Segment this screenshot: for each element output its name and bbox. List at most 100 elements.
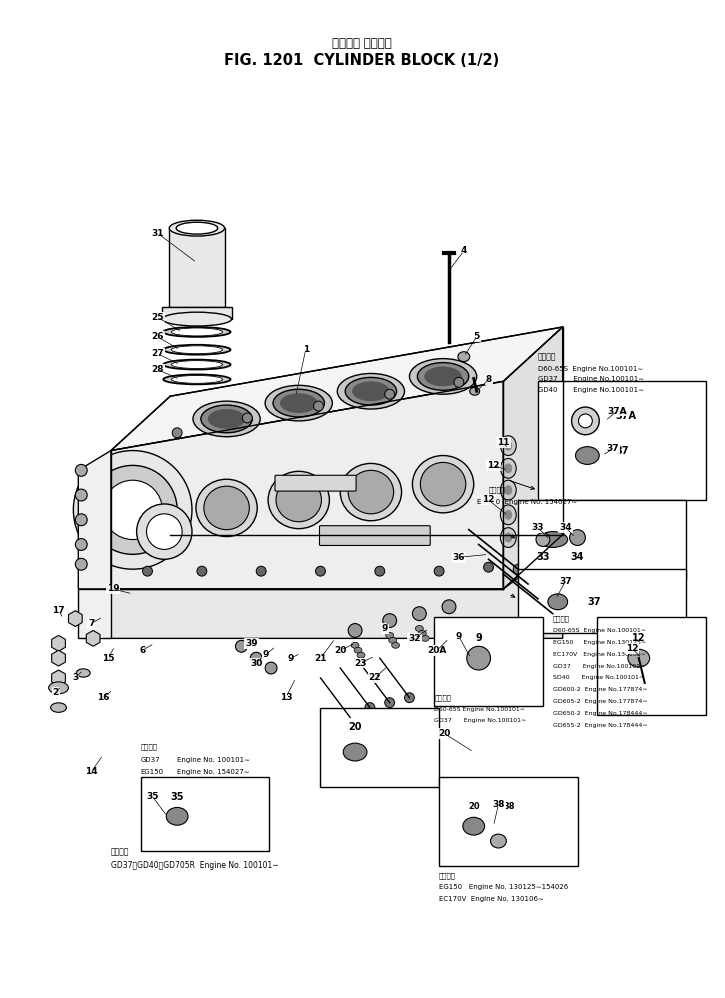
Ellipse shape xyxy=(505,510,513,520)
Text: 14: 14 xyxy=(85,767,97,776)
Bar xyxy=(141,776,269,851)
Ellipse shape xyxy=(354,648,362,654)
Text: 9: 9 xyxy=(476,634,482,644)
Text: 19: 19 xyxy=(107,585,119,594)
Text: GD37      Engine No.100101∼: GD37 Engine No.100101∼ xyxy=(434,718,526,723)
Ellipse shape xyxy=(76,669,90,677)
Circle shape xyxy=(88,465,177,554)
Text: GD605-2  Engine No.177874∼: GD605-2 Engine No.177874∼ xyxy=(552,700,647,705)
Circle shape xyxy=(75,489,87,501)
Text: 26: 26 xyxy=(151,332,164,341)
Circle shape xyxy=(315,566,326,576)
Text: 35: 35 xyxy=(146,792,159,801)
Circle shape xyxy=(548,609,558,619)
Ellipse shape xyxy=(491,834,506,848)
Text: EG150     Engine No.130125∼: EG150 Engine No.130125∼ xyxy=(552,640,646,645)
Ellipse shape xyxy=(193,401,260,437)
Bar xyxy=(434,617,543,706)
Text: 3: 3 xyxy=(72,674,78,683)
Bar xyxy=(518,569,687,634)
Text: 適用号番: 適用号番 xyxy=(439,872,456,879)
Circle shape xyxy=(103,480,162,540)
Ellipse shape xyxy=(448,624,456,630)
Text: SD40      Engine No.100101∼: SD40 Engine No.100101∼ xyxy=(552,676,644,681)
Ellipse shape xyxy=(171,328,223,336)
Circle shape xyxy=(385,389,394,399)
Text: GD600-2  Engine No.177874∼: GD600-2 Engine No.177874∼ xyxy=(552,688,647,693)
Text: 22: 22 xyxy=(368,674,381,683)
Ellipse shape xyxy=(201,405,252,433)
Text: 37: 37 xyxy=(587,597,601,607)
Ellipse shape xyxy=(337,373,405,409)
Text: 36: 36 xyxy=(452,553,465,562)
Circle shape xyxy=(73,450,192,569)
Bar xyxy=(538,381,706,500)
Ellipse shape xyxy=(410,358,476,394)
Polygon shape xyxy=(111,327,563,450)
Text: GD650-2  Engine No.178444∼: GD650-2 Engine No.178444∼ xyxy=(552,711,647,716)
Ellipse shape xyxy=(500,528,516,548)
Polygon shape xyxy=(111,381,503,589)
Ellipse shape xyxy=(500,458,516,478)
Text: 1: 1 xyxy=(302,345,309,354)
Ellipse shape xyxy=(421,636,429,642)
Text: 38: 38 xyxy=(503,802,515,811)
Text: GD37: GD37 xyxy=(141,756,160,762)
Ellipse shape xyxy=(162,312,231,326)
Bar xyxy=(597,617,706,716)
Ellipse shape xyxy=(548,594,568,610)
Text: 30: 30 xyxy=(250,659,262,668)
Text: EG150: EG150 xyxy=(141,768,164,774)
Ellipse shape xyxy=(163,344,231,354)
Text: 20: 20 xyxy=(438,729,450,738)
Text: 37A: 37A xyxy=(608,406,627,415)
Text: 12: 12 xyxy=(487,461,500,470)
Text: 37: 37 xyxy=(559,577,572,586)
Text: 20A: 20A xyxy=(428,646,447,655)
Text: 33: 33 xyxy=(531,523,544,532)
Ellipse shape xyxy=(413,455,473,513)
Ellipse shape xyxy=(352,381,389,401)
Text: GD37      Engine No.100101∼: GD37 Engine No.100101∼ xyxy=(552,664,645,669)
Text: 37: 37 xyxy=(607,444,619,453)
Text: GD40       Engine No.100101∼: GD40 Engine No.100101∼ xyxy=(538,387,644,393)
Circle shape xyxy=(533,594,543,604)
Circle shape xyxy=(314,401,323,411)
Polygon shape xyxy=(169,229,225,307)
Text: 25: 25 xyxy=(151,312,164,321)
Text: EC170V   Engine No.130106∼: EC170V Engine No.130106∼ xyxy=(552,652,646,657)
Circle shape xyxy=(75,464,87,476)
Bar xyxy=(320,708,439,786)
Ellipse shape xyxy=(208,409,245,429)
Ellipse shape xyxy=(196,479,257,537)
Polygon shape xyxy=(78,589,111,639)
Ellipse shape xyxy=(357,653,365,658)
Text: 32: 32 xyxy=(408,634,420,643)
Circle shape xyxy=(143,566,152,576)
Text: 37: 37 xyxy=(615,445,629,455)
Ellipse shape xyxy=(505,533,513,543)
Text: 31: 31 xyxy=(151,229,164,238)
Ellipse shape xyxy=(276,478,321,522)
Polygon shape xyxy=(78,450,111,589)
Ellipse shape xyxy=(536,533,550,547)
Text: 37A: 37A xyxy=(615,411,636,421)
Circle shape xyxy=(484,562,494,572)
Circle shape xyxy=(571,407,600,435)
Text: 適用号番: 適用号番 xyxy=(489,487,505,493)
Ellipse shape xyxy=(389,638,397,644)
Ellipse shape xyxy=(500,505,516,525)
Text: 23: 23 xyxy=(354,659,366,668)
Ellipse shape xyxy=(505,485,513,495)
Ellipse shape xyxy=(576,447,600,464)
Text: 11: 11 xyxy=(497,438,510,447)
Text: 21: 21 xyxy=(314,654,327,663)
Ellipse shape xyxy=(340,463,402,521)
Ellipse shape xyxy=(570,530,585,546)
Text: GD655-2  Engine No.178444∼: GD655-2 Engine No.178444∼ xyxy=(552,723,647,728)
Text: GD37       Engine No.100101∼: GD37 Engine No.100101∼ xyxy=(538,376,644,382)
Ellipse shape xyxy=(458,351,470,361)
Circle shape xyxy=(345,713,355,723)
Text: 20: 20 xyxy=(468,802,479,811)
Text: 適用号番: 適用号番 xyxy=(111,847,130,856)
